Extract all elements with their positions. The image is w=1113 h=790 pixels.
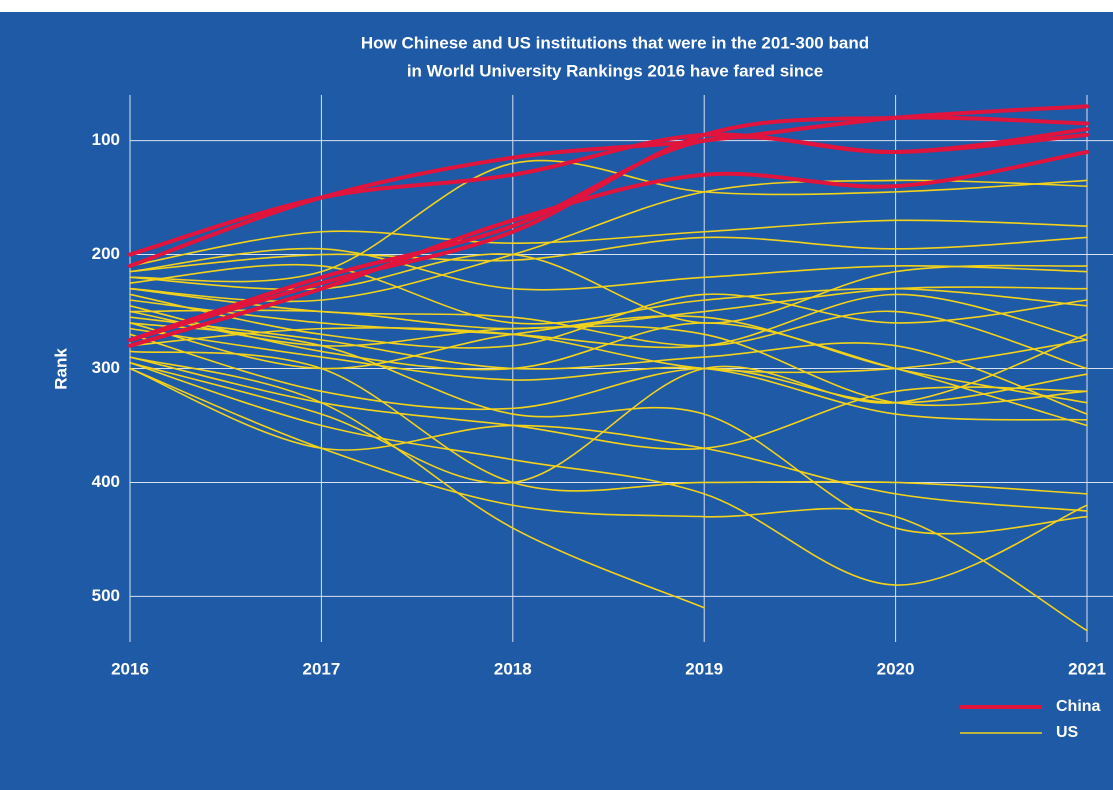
line: [129, 350, 1088, 495]
line: [129, 367, 1088, 512]
line: [129, 356, 1088, 451]
line: [129, 322, 1088, 535]
chart-title: in World University Rankings 2016 have f…: [407, 61, 823, 80]
y-tick-label: 400: [92, 472, 120, 491]
line: [129, 367, 1088, 632]
line: [128, 115, 1089, 343]
x-tick-label: 2021: [1068, 659, 1106, 678]
line: [129, 219, 1088, 267]
line: [129, 293, 1088, 349]
line: [129, 236, 1088, 273]
legend-label: US: [1056, 724, 1079, 741]
line: [129, 333, 1088, 411]
line: [129, 356, 705, 609]
chart-title: How Chinese and US institutions that wer…: [361, 33, 869, 52]
x-tick-label: 2017: [302, 659, 340, 678]
line: [129, 310, 1088, 407]
line: [128, 149, 1089, 348]
x-tick-label: 2019: [685, 659, 723, 678]
x-tick-label: 2020: [877, 659, 915, 678]
line: [129, 286, 1088, 330]
legend-label: China: [1056, 698, 1101, 715]
y-axis-label: Rank: [51, 348, 70, 390]
line: [129, 287, 1088, 370]
y-tick-label: 200: [92, 244, 120, 263]
line: [129, 305, 1088, 427]
line: [129, 327, 1088, 421]
line: [129, 362, 1088, 586]
line: [129, 315, 1088, 404]
line: [129, 316, 1088, 415]
y-tick-label: 100: [92, 130, 120, 149]
y-tick-label: 300: [92, 358, 120, 377]
line: [129, 326, 1088, 374]
line: [129, 247, 1088, 291]
line: [129, 159, 1088, 283]
line: [129, 293, 1088, 349]
line: [129, 263, 1088, 325]
x-tick-label: 2016: [111, 659, 149, 678]
y-tick-label: 500: [92, 586, 120, 605]
line: [129, 179, 1088, 303]
line: [129, 333, 1088, 484]
x-tick-label: 2018: [494, 659, 532, 678]
